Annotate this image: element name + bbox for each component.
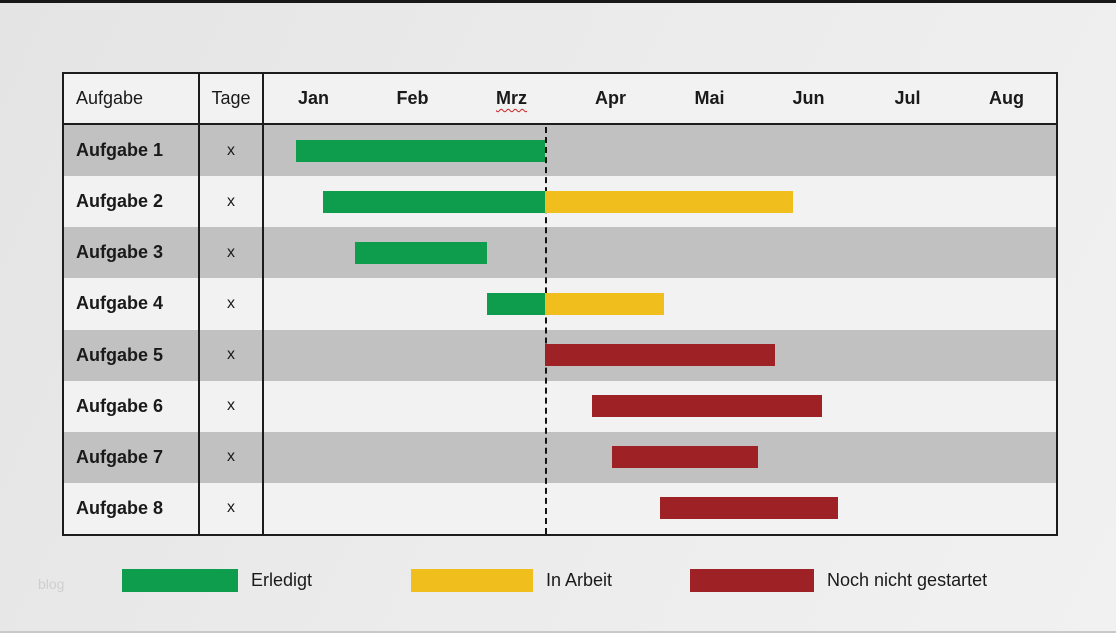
task-label: Aufgabe 8 (64, 482, 200, 534)
task-label: Aufgabe 7 (64, 431, 200, 483)
task-label: Aufgabe 1 (64, 125, 200, 177)
gantt-bar-erledigt (295, 139, 546, 162)
month-label: Jun (792, 88, 825, 108)
gantt-bar-noch-nicht-gestartet (612, 446, 758, 469)
legend: Erledigt In Arbeit Noch nicht gestartet (0, 569, 1116, 595)
header-months: Jan Feb Mrz Apr Mai Jun Jul Aug (264, 74, 1056, 123)
legend-item-erledigt: Erledigt (122, 569, 312, 592)
window-top-edge (0, 0, 1116, 3)
task-days-value: x (200, 278, 264, 330)
legend-label: Erledigt (251, 570, 313, 590)
month-label: Mrz (496, 88, 527, 108)
task-days-value: x (200, 227, 264, 279)
legend-swatch-in-arbeit (411, 569, 533, 592)
month-header-feb: Feb (363, 74, 462, 123)
gantt-bar-noch-nicht-gestartet (660, 497, 839, 520)
legend-swatch-noch-nicht-gestartet (690, 569, 814, 592)
task-label: Aufgabe 5 (64, 329, 200, 381)
task-timeline (264, 125, 1056, 176)
gantt-bar-in-arbeit (545, 190, 793, 213)
task-label: Aufgabe 2 (64, 176, 200, 228)
month-header-aug: Aug (957, 74, 1056, 123)
month-header-jun: Jun (759, 74, 858, 123)
watermark: blog (38, 576, 65, 592)
gantt-bar-erledigt (355, 241, 487, 264)
task-timeline (264, 381, 1056, 432)
task-days-value: x (200, 380, 264, 432)
task-timeline (264, 176, 1056, 227)
task-days-value: x (200, 482, 264, 534)
task-days-value: x (200, 176, 264, 228)
legend-swatch-erledigt (122, 569, 238, 592)
month-label: Jan (297, 88, 330, 108)
month-label: Feb (396, 88, 429, 108)
legend-label: Noch nicht gestartet (827, 570, 988, 590)
header-task-column: Aufgabe (64, 74, 200, 123)
month-header-jan: Jan (264, 74, 363, 123)
task-days-value: x (200, 329, 264, 381)
month-label: Apr (595, 88, 626, 108)
task-label: Aufgabe 6 (64, 380, 200, 432)
month-header-jul: Jul (858, 74, 957, 123)
gantt-bar-in-arbeit (545, 292, 664, 315)
gantt-header-row: Aufgabe Tage Jan Feb Mrz Apr Mai Jun Jul Aug (64, 74, 1056, 125)
task-timeline (264, 227, 1056, 278)
task-timeline (264, 330, 1056, 381)
task-timeline (264, 483, 1056, 534)
gantt-table: Aufgabe Tage Jan Feb Mrz Apr Mai Jun Jul Aug Au… (62, 72, 1058, 536)
legend-item-noch-nicht-gestartet: Noch nicht gestartet (690, 569, 987, 592)
task-label: Aufgabe 3 (64, 227, 200, 279)
window-bottom-edge (0, 631, 1116, 633)
gantt-bar-erledigt (486, 292, 546, 315)
gantt-bar-erledigt (323, 190, 546, 213)
legend-item-in-arbeit: In Arbeit (411, 569, 612, 592)
month-label: Mai (694, 88, 725, 108)
gantt-bar-noch-nicht-gestartet (591, 395, 823, 418)
gantt-bar-noch-nicht-gestartet (545, 344, 775, 367)
task-timeline (264, 278, 1056, 329)
month-header-mrz: Mrz (462, 74, 561, 123)
task-days-value: x (200, 125, 264, 177)
month-label: Jul (894, 88, 921, 108)
header-days-column: Tage (200, 74, 264, 123)
month-label: Aug (989, 88, 1024, 108)
today-marker-line (545, 127, 548, 534)
task-label: Aufgabe 4 (64, 278, 200, 330)
task-timeline (264, 432, 1056, 483)
month-header-apr: Apr (561, 74, 660, 123)
month-header-mai: Mai (660, 74, 759, 123)
legend-label: In Arbeit (546, 570, 613, 590)
task-days-value: x (200, 431, 264, 483)
